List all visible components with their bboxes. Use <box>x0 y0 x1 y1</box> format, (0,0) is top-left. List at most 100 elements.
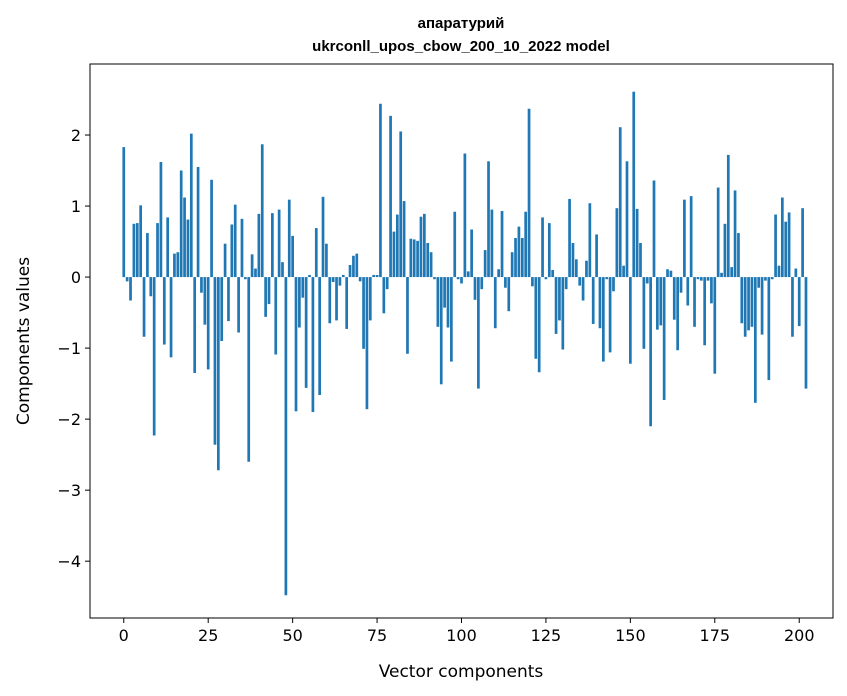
bar-79 <box>389 115 392 278</box>
x-tick-label: 25 <box>198 626 218 645</box>
bar-181 <box>733 190 737 278</box>
bar-120 <box>527 108 531 278</box>
bar-140 <box>595 234 598 278</box>
bar-194 <box>777 265 781 278</box>
bar-9 <box>152 277 156 436</box>
bar-178 <box>723 223 727 278</box>
bar-167 <box>686 277 690 306</box>
bar-105 <box>477 277 480 389</box>
bar-59 <box>321 196 325 278</box>
bar-151 <box>632 91 636 278</box>
bar-72 <box>365 277 369 410</box>
bar-41 <box>260 144 264 278</box>
bar-137 <box>585 260 588 278</box>
bar-47 <box>281 262 284 278</box>
bar-198 <box>791 277 794 337</box>
bar-126 <box>547 223 551 278</box>
bar-0 <box>122 147 126 278</box>
bar-74 <box>372 274 376 278</box>
bar-10 <box>156 223 159 278</box>
bar-132 <box>568 198 571 278</box>
bar-54 <box>304 277 308 388</box>
bar-29 <box>220 277 224 341</box>
bar-80 <box>392 231 396 278</box>
bar-18 <box>183 197 186 278</box>
bar-48 <box>284 277 288 596</box>
bar-127 <box>551 269 555 278</box>
x-axis-ticks: 0 25 50 75 100 125 150 175 200 <box>119 618 815 645</box>
bar-14 <box>169 277 173 358</box>
bar-34 <box>237 277 240 333</box>
bar-42 <box>264 277 267 317</box>
bar-119 <box>524 211 528 278</box>
bar-136 <box>581 277 585 301</box>
bar-69 <box>355 253 359 278</box>
bar-154 <box>642 277 646 349</box>
bar-153 <box>639 242 642 278</box>
bar-133 <box>571 242 575 278</box>
bar-149 <box>625 161 629 278</box>
y-tick-label: 0 <box>71 268 81 287</box>
bar-172 <box>703 277 707 346</box>
x-tick-label: 150 <box>615 626 646 645</box>
bar-102 <box>466 271 470 278</box>
bar-31 <box>227 277 230 322</box>
bar-109 <box>490 209 494 278</box>
bar-196 <box>784 221 788 278</box>
bar-144 <box>608 277 612 353</box>
y-axis-label: Components values <box>14 257 34 425</box>
bar-75 <box>375 274 379 278</box>
bar-159 <box>659 277 663 326</box>
bar-197 <box>787 212 791 278</box>
bar-8 <box>149 277 153 297</box>
bar-94 <box>439 277 443 385</box>
chart-title-line2: ukrconll_upos_cbow_200_10_2022 model <box>312 38 610 55</box>
bar-37 <box>247 277 251 462</box>
plot-frame <box>89 63 834 619</box>
bar-22 <box>196 166 200 278</box>
x-tick-label: 200 <box>784 626 815 645</box>
bar-17 <box>179 170 183 278</box>
bar-12 <box>162 277 166 345</box>
bar-183 <box>740 277 744 324</box>
bar-171 <box>699 277 703 281</box>
bar-96 <box>446 277 450 328</box>
bar-188 <box>757 277 761 288</box>
bar-169 <box>693 277 696 327</box>
bar-177 <box>720 272 723 278</box>
bar-142 <box>601 277 605 362</box>
x-tick-label: 175 <box>700 626 731 645</box>
bar-179 <box>726 154 730 278</box>
bar-191 <box>767 277 771 381</box>
y-tick-label: −4 <box>57 552 81 571</box>
bar-51 <box>294 277 298 412</box>
bar-45 <box>274 277 278 355</box>
bar-106 <box>480 277 484 290</box>
bar-165 <box>679 277 683 293</box>
bar-150 <box>629 277 632 364</box>
x-tick-label: 50 <box>282 626 302 645</box>
bar-44 <box>271 213 274 278</box>
bar-189 <box>760 277 764 335</box>
bar-56 <box>311 277 315 413</box>
bar-25 <box>206 277 210 370</box>
bar-168 <box>689 196 693 278</box>
bar-182 <box>737 233 740 278</box>
bar-125 <box>544 277 548 280</box>
bar-184 <box>743 277 747 337</box>
bar-108 <box>487 161 490 278</box>
bar-23 <box>200 277 203 293</box>
bar-83 <box>402 201 406 278</box>
y-tick-label: −3 <box>57 481 81 500</box>
bar-67 <box>348 265 352 278</box>
bar-176 <box>716 187 720 278</box>
bar-73 <box>368 277 372 321</box>
bar-58 <box>318 277 321 395</box>
bar-97 <box>450 277 453 362</box>
x-tick-label: 0 <box>119 626 129 645</box>
bar-27 <box>213 277 217 445</box>
x-tick-label: 75 <box>367 626 387 645</box>
bar-6 <box>142 277 146 337</box>
bar-68 <box>352 255 355 278</box>
bar-95 <box>443 277 446 308</box>
